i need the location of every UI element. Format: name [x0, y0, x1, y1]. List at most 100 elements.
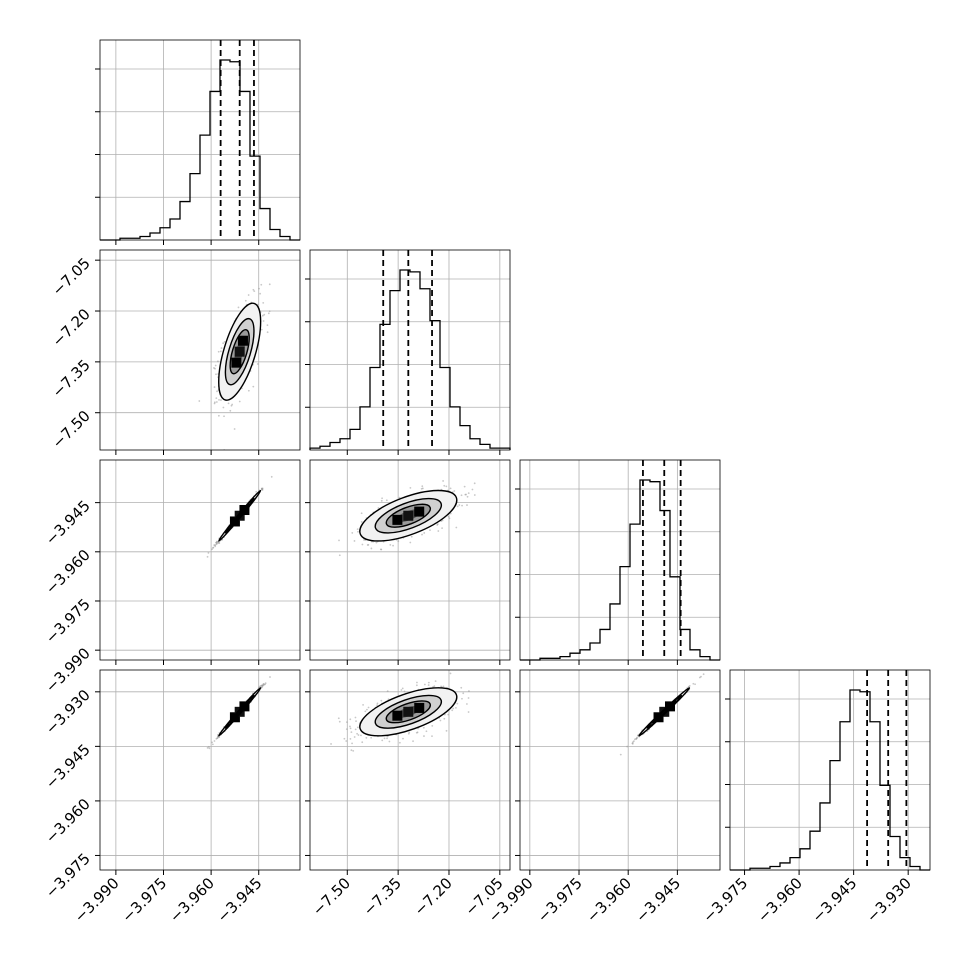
- sample-point: [216, 390, 218, 393]
- histogram-step: [100, 59, 300, 241]
- sample-point: [365, 736, 368, 739]
- sample-point: [214, 364, 217, 367]
- sample-point: [356, 726, 359, 729]
- sample-point: [220, 399, 222, 401]
- sample-point: [460, 494, 463, 497]
- sample-point: [376, 702, 379, 705]
- sample-point: [361, 741, 364, 744]
- sample-point: [456, 505, 459, 508]
- sample-point: [425, 730, 428, 733]
- sample-point: [237, 306, 240, 309]
- x-tick-label: −7.50: [309, 874, 354, 919]
- sample-point: [388, 740, 391, 743]
- sample-point: [349, 737, 352, 740]
- sample-point: [377, 507, 380, 509]
- sample-point: [437, 530, 440, 532]
- contour-line: [652, 700, 677, 724]
- y-tick-label: −3.930: [42, 686, 94, 738]
- sample-point: [214, 367, 216, 370]
- sample-point: [219, 350, 222, 353]
- sample-point: [367, 706, 370, 709]
- sample-point: [464, 493, 467, 496]
- sample-point: [360, 734, 362, 737]
- sample-point: [352, 749, 355, 752]
- sample-point: [260, 283, 263, 286]
- x-tick-label: −3.945: [808, 874, 860, 926]
- sample-point: [350, 749, 353, 752]
- sample-point: [229, 409, 232, 412]
- sample-point: [423, 532, 426, 534]
- sample-point: [256, 363, 259, 365]
- sample-point: [375, 541, 378, 544]
- sample-point: [351, 742, 353, 745]
- sample-point: [233, 428, 236, 430]
- joint-panel-1-2: [305, 459, 511, 665]
- sample-point: [252, 288, 255, 291]
- sample-point: [386, 737, 388, 740]
- sample-point: [218, 398, 220, 401]
- sample-point: [338, 720, 341, 723]
- density: [330, 672, 470, 752]
- panel-frame: [99, 39, 301, 241]
- contour-line: [359, 489, 458, 542]
- x-tick-label: −3.960: [166, 874, 218, 926]
- density: [619, 673, 705, 756]
- sample-point: [267, 312, 270, 315]
- sample-point: [220, 347, 223, 349]
- sample-point: [211, 741, 213, 744]
- contour-line: [224, 317, 255, 386]
- sample-point: [456, 702, 459, 705]
- sample-point: [452, 707, 455, 710]
- sample-point: [261, 488, 264, 491]
- sample-point: [626, 745, 629, 748]
- sample-point: [345, 721, 348, 724]
- sample-point: [330, 743, 332, 745]
- sample-point: [380, 499, 383, 502]
- y-tick-label: −3.990: [42, 644, 94, 696]
- sample-point: [427, 684, 430, 686]
- sample-point: [401, 687, 404, 690]
- sample-point: [345, 728, 348, 731]
- sample-point: [211, 548, 213, 551]
- sample-point: [434, 680, 437, 683]
- sample-point: [263, 313, 266, 316]
- joint-panel-0-1: −7.50 −7.35 −7.20 −7.05: [49, 249, 301, 455]
- sample-point: [422, 726, 425, 729]
- sample-point: [266, 331, 269, 334]
- contour-line: [374, 497, 443, 534]
- sample-point: [223, 415, 225, 418]
- sample-point: [455, 706, 457, 709]
- sample-point: [385, 499, 388, 502]
- sample-point: [433, 685, 436, 688]
- density-peak: [403, 706, 414, 717]
- sample-point: [337, 717, 340, 720]
- sample-point: [445, 729, 448, 732]
- y-tick-label: −7.35: [49, 356, 94, 401]
- density-peak: [392, 710, 403, 721]
- panel-frame: [309, 249, 511, 451]
- sample-point: [702, 673, 705, 676]
- y-tick-label: −3.975: [42, 850, 94, 902]
- sample-point: [260, 328, 263, 331]
- contour-line: [229, 503, 250, 528]
- sample-point: [257, 686, 260, 689]
- sample-point: [361, 543, 364, 546]
- sample-point: [349, 718, 352, 721]
- sample-point: [360, 521, 363, 523]
- sample-point: [338, 554, 341, 557]
- sample-point: [466, 495, 469, 498]
- sample-point: [217, 350, 220, 353]
- sample-point: [692, 682, 695, 685]
- density-peak: [234, 706, 245, 717]
- sample-point: [407, 732, 410, 735]
- sample-point: [468, 690, 470, 692]
- sample-point: [259, 292, 262, 295]
- sample-point: [383, 737, 386, 740]
- contour-line: [229, 328, 250, 375]
- sample-point: [214, 544, 217, 547]
- sample-point: [269, 676, 271, 678]
- sample-point: [213, 740, 216, 742]
- sample-point: [635, 737, 638, 740]
- sample-point: [222, 406, 225, 409]
- sample-point: [462, 692, 465, 695]
